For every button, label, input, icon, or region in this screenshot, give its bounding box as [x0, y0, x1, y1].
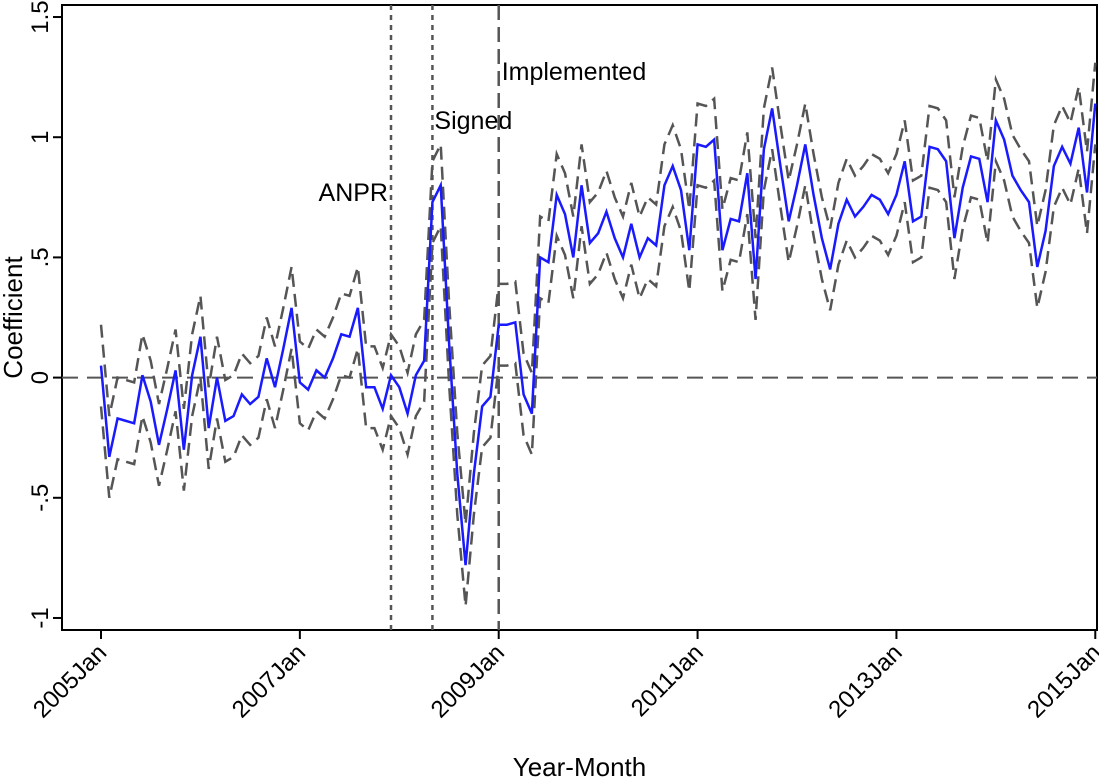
- y-axis-title: Coefficient: [0, 256, 28, 379]
- y-tick-label: -.5: [27, 484, 54, 512]
- x-tick-label: 2009Jan: [426, 639, 510, 723]
- x-axis-title: Year-Month: [513, 752, 646, 782]
- x-axis: 2005Jan 2007Jan 2009Jan 2011Jan 2013Jan 2015J…: [28, 630, 1099, 723]
- x-tick-label: 2013Jan: [823, 639, 907, 723]
- y-axis: -1 -.5 0 .5 1 1.5: [27, 0, 62, 629]
- y-tick-label: 0: [27, 371, 54, 384]
- x-tick-label: 2005Jan: [28, 639, 112, 723]
- x-tick-label: 2007Jan: [227, 639, 311, 723]
- y-tick-label: 1.5: [27, 0, 54, 33]
- y-tick-label: .5: [27, 247, 54, 267]
- event-label-anpr: ANPR: [319, 179, 388, 207]
- plot-frame: [61, 4, 1098, 631]
- y-tick-label: 1: [27, 131, 54, 144]
- event-label-signed: Signed: [434, 107, 512, 135]
- ci-lower-line: [99, 144, 1097, 607]
- coefficient-line: [99, 103, 1097, 566]
- ci-upper-line: [99, 62, 1097, 525]
- x-tick-label: 2015Jan: [1022, 639, 1099, 723]
- y-tick-label: -1: [27, 607, 54, 628]
- event-label-implemented: Implemented: [502, 58, 647, 86]
- plot-area: ANPR Signed Implemented: [61, 4, 1098, 631]
- x-tick-label: 2011Jan: [626, 639, 709, 722]
